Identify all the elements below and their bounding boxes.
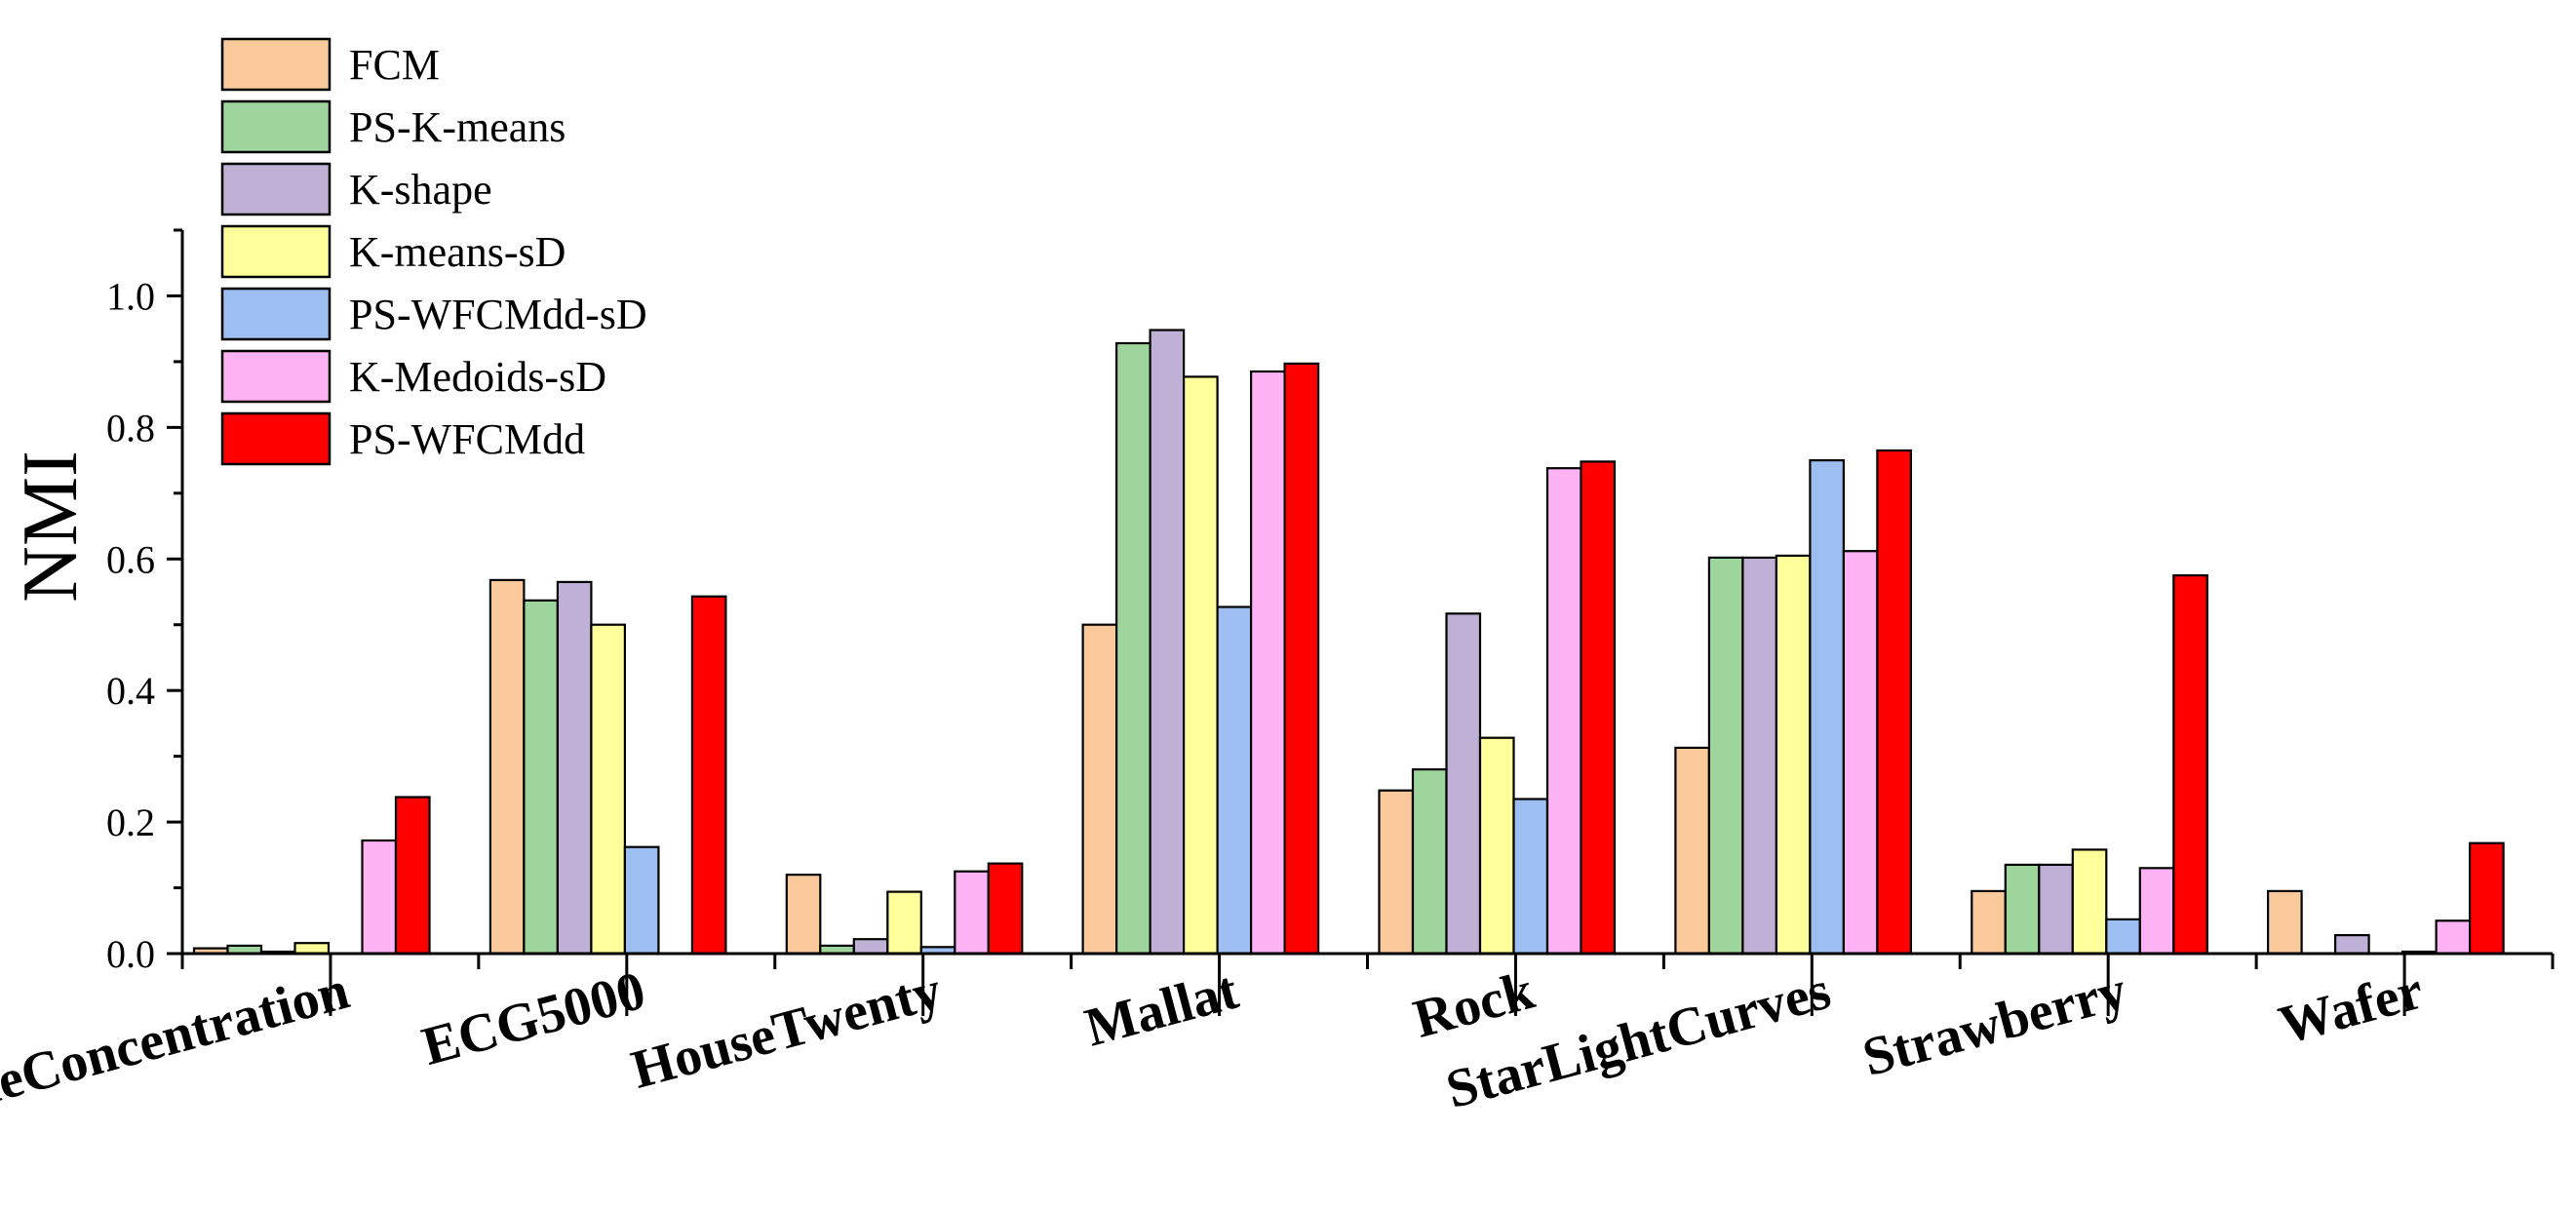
bar-ps-wfcmdd-housetwenty: [987, 862, 1024, 956]
x-tick-label: ChlorineConcentration: [0, 960, 355, 1159]
x-tick-label: ECG5000: [416, 960, 651, 1077]
bar-k-medoids-sd-chlorineconcentration: [361, 839, 398, 956]
bar-k-shape-rock: [1445, 612, 1482, 956]
legend-swatch: [220, 411, 332, 466]
bar-ps-wfcmdd-mallat: [1283, 362, 1320, 956]
y-tick-label: 1.0: [106, 274, 155, 318]
bar-ps-wfcmdd-ecg5000: [690, 595, 727, 956]
legend-swatch: [220, 37, 332, 92]
legend: FCM PS-K-means K-shape K-means-sD PS-WFCMdd-…: [220, 37, 647, 466]
y-tick-label: 0.4: [106, 669, 155, 713]
bar-fcm-ecg5000: [488, 578, 526, 956]
y-tick-label: 0.2: [106, 801, 155, 844]
bar-k-shape-starlightcurves: [1741, 556, 1778, 956]
y-tick-label: 0.0: [106, 932, 155, 976]
x-tick-label: Strawberry: [1856, 960, 2132, 1089]
bar-ps-k-means-strawberry: [2004, 863, 2041, 956]
bar-k-shape-strawberry: [2038, 863, 2074, 956]
bar-k-medoids-sd-strawberry: [2138, 867, 2175, 956]
bar-k-shape-housetwenty: [852, 938, 889, 956]
legend-label: K-Medoids-sD: [349, 353, 606, 401]
x-tick-label: Wafer: [2273, 960, 2429, 1057]
bar-fcm-strawberry: [1971, 889, 2007, 956]
y-tick-label: 0.6: [106, 537, 155, 581]
bar-ps-k-means-rock: [1411, 767, 1448, 956]
bar-fcm-wafer: [2267, 889, 2303, 956]
legend-label: PS-WFCMdd: [349, 415, 585, 463]
legend-label: FCM: [349, 41, 440, 89]
bar-k-shape-ecg5000: [556, 580, 593, 956]
bar-ps-wfcmdd-sd-starlightcurves: [1809, 459, 1846, 956]
bar-k-means-sd-chlorineconcentration: [293, 942, 331, 956]
bar-ps-wfcmdd-strawberry: [2172, 573, 2208, 956]
bar-k-shape-mallat: [1149, 329, 1186, 956]
y-axis-label: NMI: [8, 450, 94, 603]
bar-k-medoids-sd-housetwenty: [954, 870, 990, 956]
legend-swatch: [220, 287, 332, 341]
x-tick-label: Mallat: [1079, 960, 1245, 1059]
bar-ps-wfcmdd-starlightcurves: [1876, 449, 1913, 956]
legend-label: K-shape: [349, 166, 492, 214]
bar-k-medoids-sd-wafer: [2435, 919, 2472, 956]
bar-k-means-sd-housetwenty: [886, 890, 922, 956]
bar-ps-k-means-starlightcurves: [1707, 556, 1744, 956]
bar-k-medoids-sd-mallat: [1249, 370, 1286, 956]
bar-k-medoids-sd-rock: [1545, 467, 1582, 956]
bar-ps-k-means-ecg5000: [523, 599, 560, 956]
legend-swatch: [220, 99, 332, 154]
x-tick-label: HouseTwenty: [625, 960, 948, 1101]
bar-fcm-mallat: [1081, 623, 1118, 956]
x-tick-label: Rock: [1408, 959, 1542, 1049]
bar-ps-wfcmdd-sd-ecg5000: [623, 845, 660, 956]
bars-layer: [192, 329, 2505, 956]
legend-label: PS-K-means: [349, 103, 566, 151]
bar-ps-k-means-mallat: [1114, 341, 1151, 956]
legend-label: PS-WFCMdd-sD: [349, 291, 647, 338]
legend-swatch: [220, 349, 332, 404]
bar-ps-wfcmdd-chlorineconcentration: [394, 796, 431, 956]
bar-fcm-rock: [1378, 789, 1415, 956]
legend-swatch: [220, 162, 332, 216]
bar-k-means-sd-strawberry: [2071, 848, 2108, 956]
bar-k-means-sd-mallat: [1182, 375, 1219, 956]
y-tick-label: 0.8: [106, 406, 155, 449]
bar-k-means-sd-ecg5000: [590, 623, 627, 956]
bar-k-shape-wafer: [2334, 933, 2370, 956]
bar-k-means-sd-starlightcurves: [1775, 554, 1812, 956]
bar-ps-wfcmdd-wafer: [2469, 841, 2505, 956]
legend-label: K-means-sD: [349, 228, 566, 276]
bar-k-means-sd-rock: [1478, 736, 1515, 956]
bar-ps-wfcmdd-rock: [1580, 460, 1617, 956]
bar-ps-wfcmdd-sd-rock: [1512, 798, 1549, 956]
bar-fcm-housetwenty: [785, 873, 822, 956]
bar-k-medoids-sd-starlightcurves: [1842, 550, 1879, 956]
bar-fcm-starlightcurves: [1674, 746, 1711, 956]
bar-ps-wfcmdd-sd-mallat: [1216, 606, 1253, 956]
bar-ps-wfcmdd-sd-strawberry: [2105, 918, 2141, 956]
legend-swatch: [220, 224, 332, 279]
